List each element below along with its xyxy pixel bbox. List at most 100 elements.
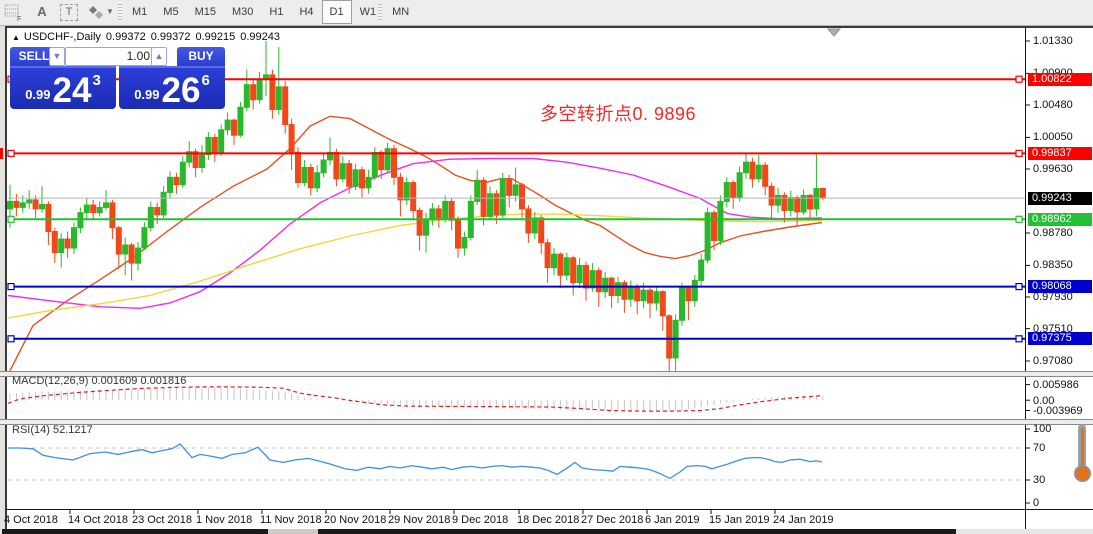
candle-body: [570, 257, 577, 284]
sell-button[interactable]: SELL: [10, 47, 58, 66]
candle-body: [602, 277, 609, 293]
candle-body: [391, 148, 397, 178]
candle-body: [378, 151, 385, 171]
candle-body: [723, 182, 730, 202]
volume-input[interactable]: 1.00: [65, 47, 156, 66]
thermometer-icon: [1072, 424, 1092, 482]
rsi-axis-label: 70: [1033, 442, 1046, 454]
timeframe-button-M30[interactable]: M30: [231, 6, 254, 18]
collapse-trade-panel-icon[interactable]: ▲: [12, 33, 20, 42]
candle-body: [231, 119, 237, 136]
price-axis-label: 0.99630: [1033, 162, 1073, 175]
candle-body: [275, 86, 282, 111]
sell-price-prefix: 0.99: [25, 87, 51, 102]
candle-body: [525, 208, 532, 234]
window-left-border: [5, 26, 7, 531]
candle-body: [384, 148, 391, 171]
date-axis-label: 27 Dec 2018: [581, 514, 644, 526]
chart-shift-marker-icon: [826, 28, 842, 37]
candle-body: [397, 176, 404, 201]
candle-body: [749, 161, 756, 180]
candle-body: [173, 176, 180, 186]
timeframe-button-D1[interactable]: D1: [321, 0, 352, 24]
date-axis-line: [6, 509, 1093, 510]
candle-body: [346, 163, 353, 187]
window-top-border: [5, 26, 1093, 28]
candle-body: [45, 203, 52, 232]
candle-body: [352, 169, 359, 187]
date-axis-label: 23 Oct 2018: [132, 514, 192, 526]
volume-decrease-button[interactable]: ▼: [49, 47, 65, 66]
timeframe-button-W1[interactable]: W1: [359, 6, 377, 18]
candle-body: [647, 289, 653, 304]
candle-body: [141, 227, 148, 249]
indicator-grid-icon[interactable]: F: [3, 2, 25, 22]
candle-body: [282, 86, 289, 125]
symbol-label: USDCHF-,Daily: [23, 31, 101, 43]
toolbar-drag-handle[interactable]: [118, 4, 122, 21]
bottom-border-segment: [2, 529, 268, 534]
candle-body: [26, 199, 33, 204]
price-tag-1.00822: 1.00822: [1028, 72, 1092, 86]
candle-body: [736, 172, 743, 199]
candle-body: [154, 206, 161, 216]
one-click-trading-panel: SELL ▼ 1.00 ▲ BUY 0.99 24 3 0.99 26 6: [9, 46, 226, 109]
candle-body: [224, 119, 231, 131]
candle-body: [557, 253, 564, 276]
candle-body: [371, 151, 378, 178]
toolbar-drag-handle-2[interactable]: [378, 4, 382, 21]
panel-separator-macd[interactable]: [0, 371, 1093, 377]
buy-price-sup: 6: [201, 72, 210, 89]
candle-body: [435, 208, 442, 219]
price-tag-0.98962: 0.98962: [1028, 212, 1092, 226]
candle-body: [666, 315, 673, 359]
price-tag-0.99243: 0.99243: [1028, 191, 1092, 205]
date-axis-label: 9 Dec 2018: [452, 514, 509, 526]
candle-body: [691, 279, 698, 302]
candle-body: [563, 257, 570, 276]
candle-body: [429, 208, 436, 220]
dropdown-caret-icon[interactable]: ▼: [106, 7, 114, 16]
chart-annotation-text: 多空转折点0. 9896: [540, 104, 697, 124]
candle-body: [743, 161, 749, 174]
candle-body: [762, 164, 769, 187]
candle-body: [179, 161, 186, 186]
timeframe-button-H1[interactable]: H1: [269, 6, 284, 18]
timeframe-button-M15[interactable]: M15: [194, 6, 216, 18]
price-axis-label: 1.00480: [1033, 98, 1073, 111]
candle-body: [634, 286, 641, 302]
buy-price-display[interactable]: 0.99 26 6: [119, 66, 225, 109]
buy-price-big: 26: [161, 70, 201, 110]
price-axis-label: 0.98350: [1033, 259, 1073, 272]
sell-price-display[interactable]: 0.99 24 3: [10, 66, 116, 109]
price-axis-label: 1.01330: [1033, 35, 1073, 47]
buy-button[interactable]: BUY: [177, 47, 225, 66]
rsi-axis-label: 0: [1033, 497, 1040, 509]
arrow-objects-icon[interactable]: [86, 2, 108, 22]
macd-label: MACD(12,26,9) 0.001609 0.001816: [12, 375, 187, 387]
candle-body: [653, 291, 660, 304]
font-icon[interactable]: A: [37, 4, 47, 19]
timeframe-button-MN[interactable]: MN: [392, 6, 410, 18]
rsi-label: RSI(14) 52.1217: [12, 424, 93, 436]
candle-body: [474, 179, 481, 202]
candle-body: [595, 270, 602, 293]
candle-body: [51, 231, 58, 254]
text-label-icon[interactable]: T: [58, 2, 80, 22]
panel-separator-rsi[interactable]: [0, 419, 1093, 425]
timeframe-button-M5[interactable]: M5: [163, 6, 179, 18]
candle-body: [359, 169, 365, 189]
timeframe-button-H4[interactable]: H4: [299, 6, 314, 18]
candle-body: [416, 209, 423, 236]
candle-body: [544, 242, 551, 269]
volume-increase-button[interactable]: ▲: [151, 47, 167, 66]
candle-body: [589, 270, 596, 289]
candle-body: [640, 289, 647, 302]
hline-handle: [7, 215, 15, 223]
date-axis-label: 1 Nov 2018: [196, 514, 253, 526]
candle-body: [551, 253, 557, 269]
timeframe-button-M1[interactable]: M1: [132, 6, 148, 18]
ohlc-low: 0.99215: [195, 31, 236, 43]
